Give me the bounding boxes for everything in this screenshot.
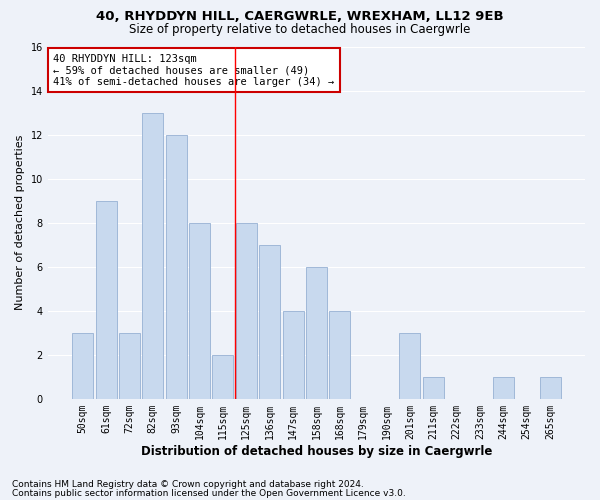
Y-axis label: Number of detached properties: Number of detached properties: [15, 135, 25, 310]
Text: 40, RHYDDYN HILL, CAERGWRLE, WREXHAM, LL12 9EB: 40, RHYDDYN HILL, CAERGWRLE, WREXHAM, LL…: [96, 10, 504, 23]
Bar: [95, 200, 116, 399]
Bar: [119, 333, 140, 399]
Bar: [539, 377, 560, 399]
Bar: [400, 333, 421, 399]
Bar: [166, 134, 187, 399]
Text: 40 RHYDDYN HILL: 123sqm
← 59% of detached houses are smaller (49)
41% of semi-de: 40 RHYDDYN HILL: 123sqm ← 59% of detache…: [53, 54, 334, 86]
Bar: [329, 310, 350, 399]
Bar: [493, 377, 514, 399]
Text: Size of property relative to detached houses in Caergwrle: Size of property relative to detached ho…: [130, 22, 470, 36]
Bar: [142, 112, 163, 399]
Text: Contains HM Land Registry data © Crown copyright and database right 2024.: Contains HM Land Registry data © Crown c…: [12, 480, 364, 489]
X-axis label: Distribution of detached houses by size in Caergwrle: Distribution of detached houses by size …: [141, 444, 492, 458]
Bar: [306, 266, 327, 399]
Bar: [236, 222, 257, 399]
Bar: [423, 377, 444, 399]
Bar: [283, 310, 304, 399]
Bar: [259, 244, 280, 399]
Bar: [212, 355, 233, 399]
Bar: [72, 333, 93, 399]
Text: Contains public sector information licensed under the Open Government Licence v3: Contains public sector information licen…: [12, 488, 406, 498]
Bar: [189, 222, 210, 399]
